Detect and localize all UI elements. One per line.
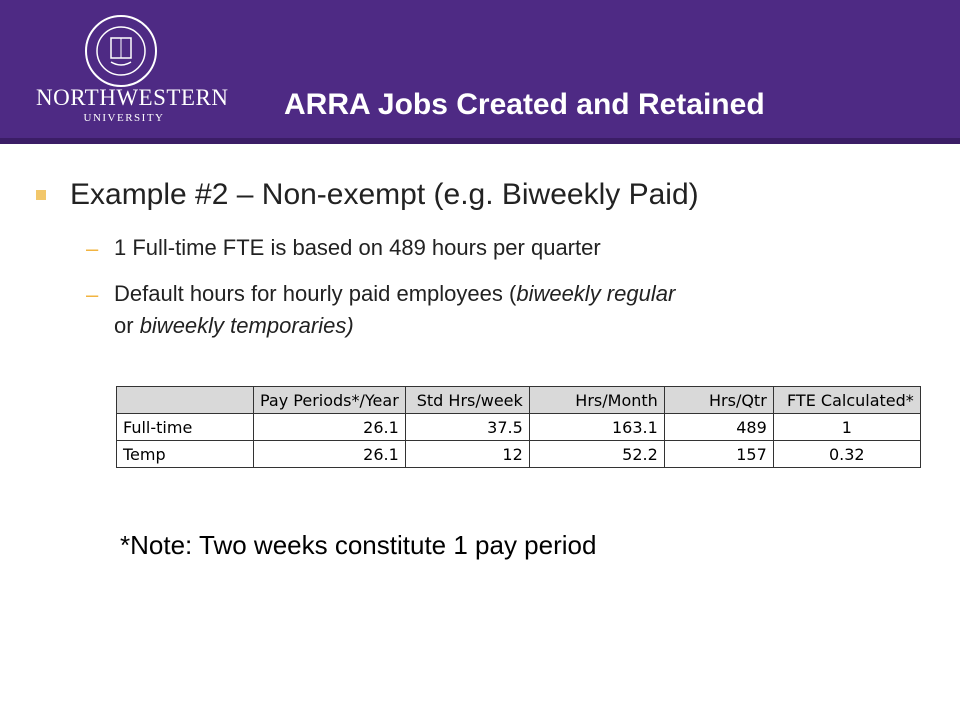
table-cell: 489 [663, 413, 774, 441]
table-header-cell [116, 386, 254, 414]
sub2-italic-2: biweekly temporaries) [139, 313, 354, 338]
dash-icon: – [86, 282, 99, 307]
table-header-row: Pay Periods*/Year Std Hrs/week Hrs/Month… [116, 386, 921, 414]
table-header-cell: Pay Periods*/Year [253, 386, 406, 414]
fte-table: Pay Periods*/Year Std Hrs/week Hrs/Month… [116, 386, 921, 468]
table-cell: 52.2 [528, 440, 665, 468]
table-header-cell: Std Hrs/week [404, 386, 530, 414]
sub2-prefix: Default hours for hourly paid employees … [114, 281, 517, 306]
table-cell: 1 [772, 413, 921, 441]
bullet-square-icon [36, 190, 46, 200]
table-header-cell: Hrs/Qtr [663, 386, 774, 414]
table-header-cell: Hrs/Month [528, 386, 665, 414]
table-cell: 12 [404, 440, 530, 468]
table-cell: 37.5 [404, 413, 530, 441]
table-cell: Full-time [116, 413, 254, 441]
table-cell: 163.1 [528, 413, 665, 441]
header-rule [0, 138, 960, 144]
sub2-italic-1: biweekly regular [516, 281, 676, 306]
table-row: Full-time 26.1 37.5 163.1 489 1 [116, 413, 921, 441]
table-header-cell: FTE Calculated* [772, 386, 921, 414]
sub-bullet-1: 1 Full-time FTE is based on 489 hours pe… [114, 235, 601, 260]
university-wordmark: NORTHWESTERN UNIVERSITY [36, 85, 229, 125]
table-cell: Temp [116, 440, 254, 468]
logo-sub: UNIVERSITY [83, 112, 165, 124]
sub2-or: or [114, 313, 134, 338]
university-seal-logo [85, 15, 157, 87]
dash-icon: – [86, 236, 99, 261]
bullet-text: Example #2 – Non-exempt (e.g. Biweekly P… [70, 178, 699, 211]
sub-bullet-2: Default hours for hourly paid employees … [114, 278, 944, 342]
table-cell: 0.32 [772, 440, 921, 468]
table-row: Temp 26.1 12 52.2 157 0.32 [116, 440, 921, 468]
footnote: *Note: Two weeks constitute 1 pay period [120, 530, 597, 560]
header-bar [0, 0, 960, 138]
slide-title: ARRA Jobs Created and Retained [284, 88, 765, 121]
table-cell: 26.1 [253, 440, 406, 468]
logo-name: NORTHWESTERN [36, 85, 229, 110]
table-cell: 26.1 [253, 413, 406, 441]
table-cell: 157 [663, 440, 774, 468]
